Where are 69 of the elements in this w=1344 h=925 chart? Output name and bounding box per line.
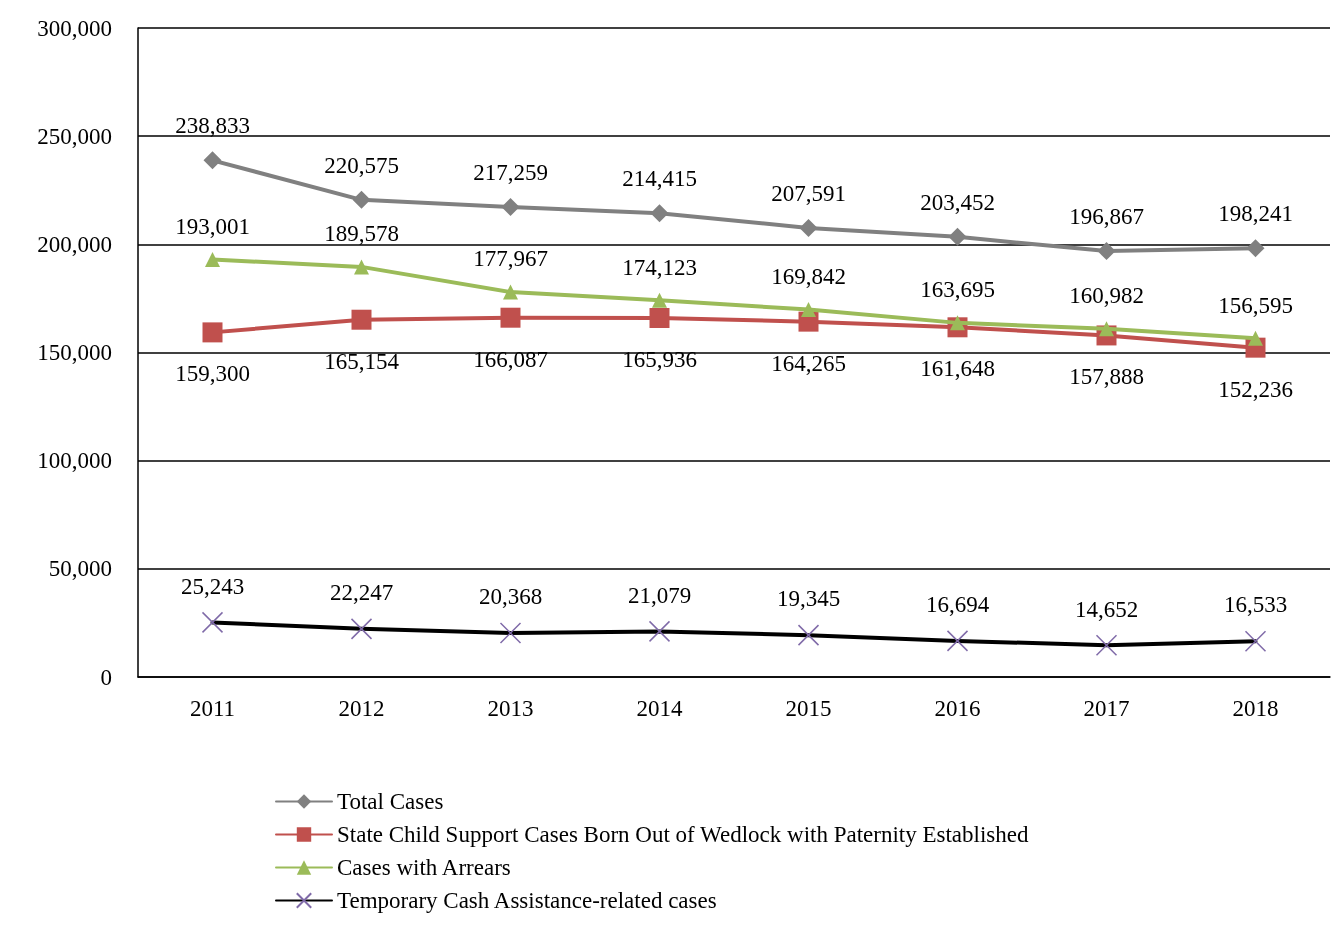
data-label: 203,452	[920, 189, 995, 215]
y-tick-label: 150,000	[37, 340, 112, 365]
point	[649, 308, 670, 329]
y-tick-label: 300,000	[37, 15, 112, 41]
data-label: 152,236	[1218, 376, 1293, 402]
data-label: 174,123	[622, 254, 697, 280]
data-label: 159,300	[175, 361, 250, 387]
data-label: 160,982	[1069, 283, 1144, 309]
data-label: 164,265	[771, 350, 846, 376]
x-tick-label: 2013	[487, 696, 534, 721]
data-label: 19,345	[776, 586, 841, 612]
data-label: 25,243	[180, 573, 245, 599]
data-label: 238,833	[175, 113, 250, 139]
data-label: 198,241	[1218, 201, 1293, 227]
data-label: 14,652	[1074, 596, 1139, 622]
point	[501, 198, 520, 216]
data-label: 156,595	[1218, 292, 1293, 318]
data-label: 157,888	[1069, 364, 1144, 390]
point	[801, 302, 816, 318]
point	[1248, 330, 1263, 346]
point	[205, 251, 220, 267]
legend-label: State Child Support Cases Born Out of Wedlock with Paternity Established	[337, 822, 1029, 847]
data-label: 166,087	[473, 346, 548, 372]
data-label: 20,368	[478, 584, 543, 610]
x-tick-label: 2017	[1083, 696, 1130, 721]
x-tick-label: 2016	[934, 696, 981, 721]
data-label: 22,247	[329, 580, 394, 606]
x-tick-label: 2015	[785, 696, 832, 721]
data-label: 189,578	[324, 221, 399, 247]
data-label: 169,842	[771, 264, 846, 290]
data-label: 163,695	[920, 277, 995, 303]
data-label: 16,694	[925, 592, 990, 618]
data-label: 16,533	[1223, 592, 1288, 618]
y-tick-label: 250,000	[37, 123, 112, 149]
data-label: 220,575	[324, 152, 399, 178]
point	[500, 307, 521, 328]
data-label: 177,967	[473, 246, 548, 272]
x-tick-label: 2014	[636, 696, 683, 721]
data-label: 214,415	[622, 166, 697, 192]
point	[650, 204, 669, 223]
point	[1246, 239, 1265, 258]
x-tick-label: 2018	[1232, 696, 1279, 721]
y-tick-label: 200,000	[37, 231, 112, 257]
data-label: 165,154	[324, 348, 400, 374]
point	[352, 190, 371, 209]
point	[948, 227, 967, 246]
data-label: 165,936	[622, 347, 697, 373]
x-tick-label: 2012	[338, 696, 385, 721]
point	[202, 322, 223, 343]
data-label: 193,001	[175, 213, 250, 239]
data-label: 21,079	[627, 582, 692, 608]
point	[799, 218, 818, 237]
legend-label: Cases with Arrears	[337, 855, 511, 880]
y-tick-label: 0	[100, 664, 112, 690]
x-tick-label: 2011	[189, 696, 236, 721]
legend-label: Temporary Cash Assistance-related cases	[337, 888, 717, 913]
point	[503, 284, 518, 300]
point	[652, 292, 667, 308]
data-label: 207,591	[771, 180, 846, 206]
point	[203, 151, 222, 170]
y-tick-label: 50,000	[48, 556, 112, 582]
data-label: 217,259	[473, 160, 548, 185]
point	[351, 309, 372, 330]
y-tick-label: 100,000	[37, 448, 112, 474]
data-label: 196,867	[1069, 204, 1144, 230]
point	[354, 259, 369, 275]
point	[1097, 242, 1116, 261]
legend-label: Total Cases	[337, 789, 444, 814]
data-label: 161,648	[920, 356, 995, 382]
